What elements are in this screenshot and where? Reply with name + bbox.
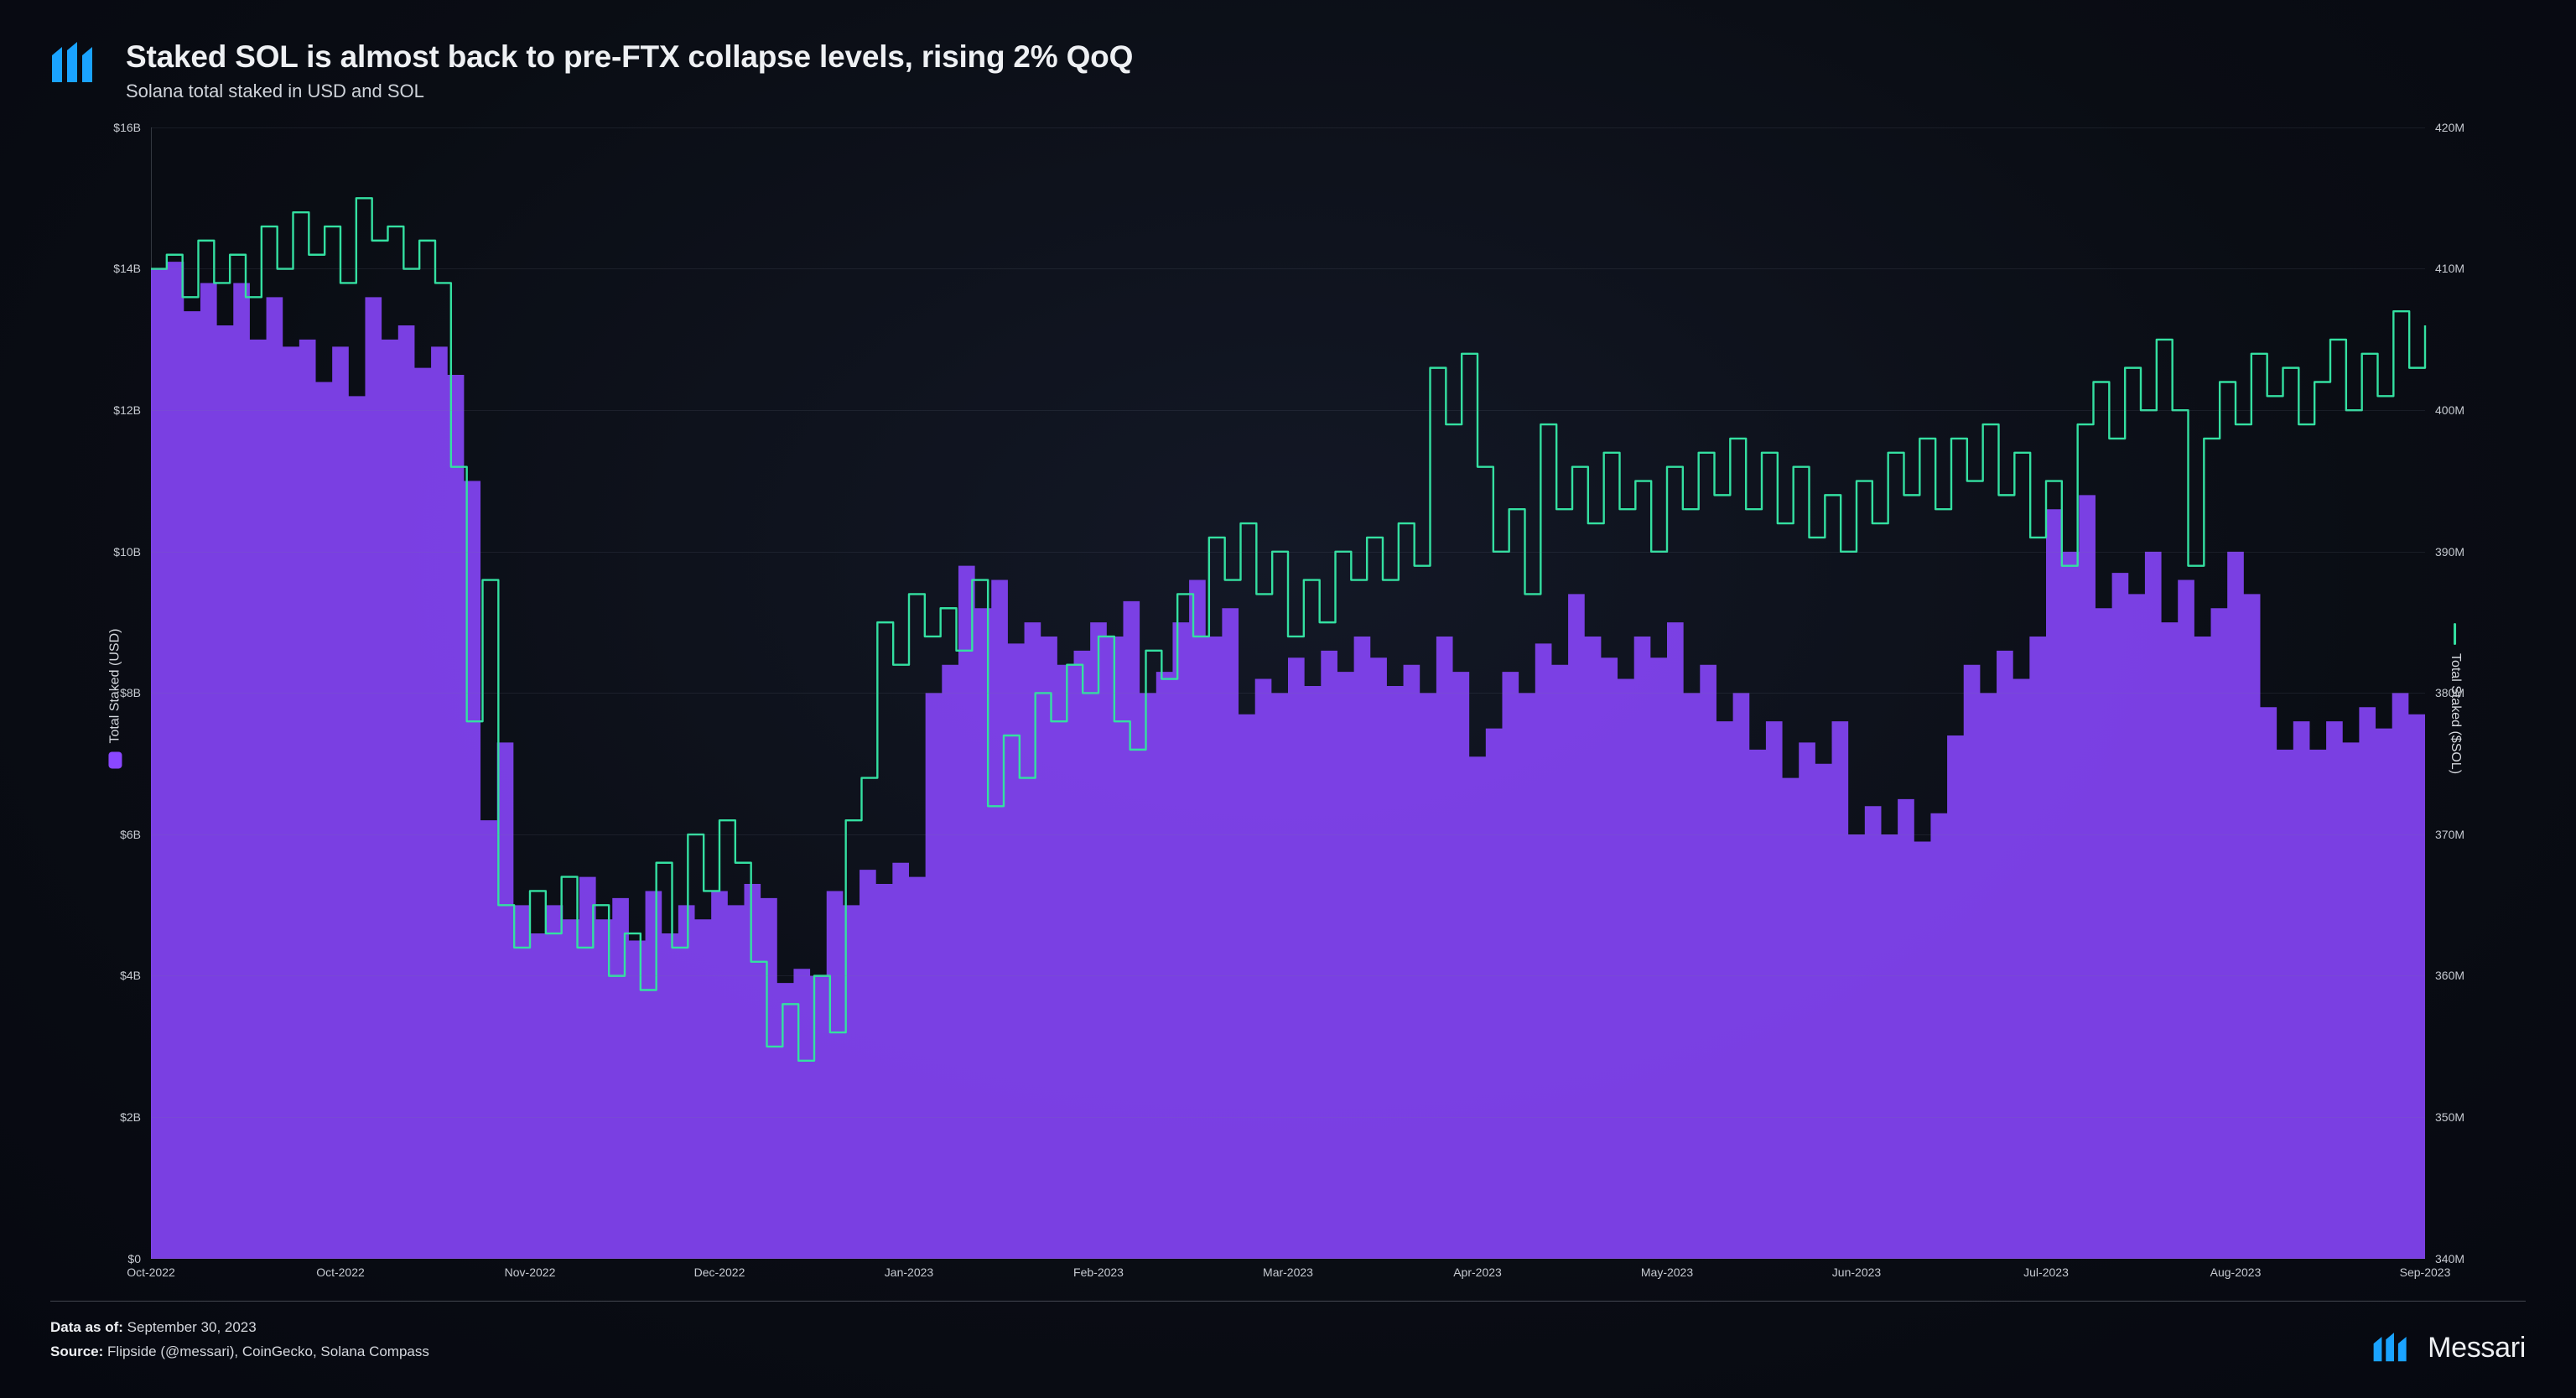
y-tick-left: $14B xyxy=(113,262,141,275)
brand-name: Messari xyxy=(2428,1332,2526,1364)
y-tick-left: $4B xyxy=(120,969,141,982)
y-tick-left: $16B xyxy=(113,121,141,134)
x-tick: Aug-2023 xyxy=(2210,1265,2262,1279)
gridline xyxy=(151,834,2425,835)
y-tick-left: $10B xyxy=(113,545,141,559)
y-axis-right-text: Total Staked ($SOL) xyxy=(2448,653,2463,774)
y-tick-right: 390M xyxy=(2435,545,2464,559)
y-tick-left: $2B xyxy=(120,1110,141,1124)
gridline xyxy=(151,1117,2425,1118)
gridline xyxy=(151,975,2425,976)
x-tick: Oct-2022 xyxy=(316,1265,365,1279)
source-value: Flipside (@messari), CoinGecko, Solana C… xyxy=(107,1343,429,1359)
y-tick-right: 410M xyxy=(2435,262,2464,275)
y-tick-right: 340M xyxy=(2435,1252,2464,1265)
chart-subtitle: Solana total staked in USD and SOL xyxy=(126,81,2526,102)
y-tick-left: $8B xyxy=(120,686,141,699)
x-tick: Apr-2023 xyxy=(1453,1265,1502,1279)
data-as-of-label: Data as of: xyxy=(50,1319,123,1335)
brand-logo-icon xyxy=(50,39,104,92)
plot-region: $0$2B$4B$6B$8B$10B$12B$14B$16B340M350M36… xyxy=(151,127,2425,1259)
y-tick-right: 380M xyxy=(2435,686,2464,699)
legend-swatch-usd xyxy=(108,752,122,769)
x-tick: Sep-2023 xyxy=(2400,1265,2451,1279)
y-tick-left: $0 xyxy=(127,1252,141,1265)
chart-area: Total Staked (USD) Total Staked ($SOL) $… xyxy=(50,111,2526,1287)
gridline xyxy=(151,410,2425,411)
footer-meta: Data as of: September 30, 2023 Source: F… xyxy=(50,1315,429,1365)
legend-line-sol xyxy=(2454,623,2456,645)
series-area-usd xyxy=(151,262,2425,1259)
x-tick: Oct-2022 xyxy=(127,1265,175,1279)
x-tick: Jun-2023 xyxy=(1832,1265,1881,1279)
x-tick: Jan-2023 xyxy=(885,1265,933,1279)
gridline xyxy=(151,693,2425,694)
gridline xyxy=(151,268,2425,269)
chart-title: Staked SOL is almost back to pre-FTX col… xyxy=(126,39,2526,75)
x-tick: May-2023 xyxy=(1641,1265,1693,1279)
x-tick: Nov-2022 xyxy=(505,1265,556,1279)
y-tick-right: 370M xyxy=(2435,828,2464,841)
header: Staked SOL is almost back to pre-FTX col… xyxy=(50,39,2526,102)
source-label: Source: xyxy=(50,1343,103,1359)
y-tick-right: 420M xyxy=(2435,121,2464,134)
x-tick: Dec-2022 xyxy=(694,1265,745,1279)
y-tick-right: 350M xyxy=(2435,1110,2464,1124)
brand-lockup: Messari xyxy=(2372,1331,2526,1364)
x-tick: Feb-2023 xyxy=(1073,1265,1124,1279)
y-tick-right: 400M xyxy=(2435,403,2464,417)
x-tick: Mar-2023 xyxy=(1263,1265,1313,1279)
gridline xyxy=(151,552,2425,553)
x-tick: Jul-2023 xyxy=(2023,1265,2069,1279)
y-tick-left: $12B xyxy=(113,403,141,417)
brand-footer-icon xyxy=(2372,1331,2416,1364)
data-as-of-value: September 30, 2023 xyxy=(127,1319,257,1335)
footer: Data as of: September 30, 2023 Source: F… xyxy=(50,1301,2526,1365)
chart-card: Staked SOL is almost back to pre-FTX col… xyxy=(0,0,2576,1398)
gridline xyxy=(151,127,2425,128)
y-tick-right: 360M xyxy=(2435,969,2464,982)
y-tick-left: $6B xyxy=(120,828,141,841)
